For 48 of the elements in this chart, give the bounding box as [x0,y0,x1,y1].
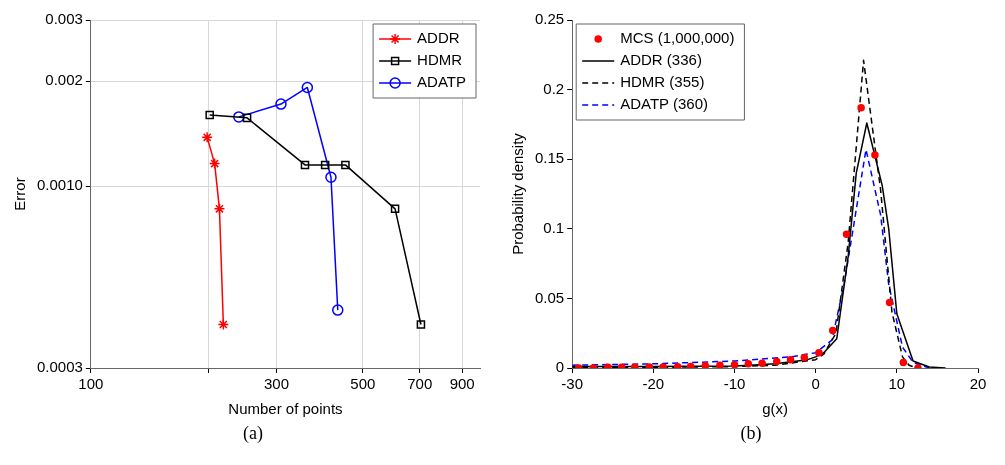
legend-label: HDMR [417,51,463,69]
y-tick-label: 0.002 [45,71,83,89]
point [786,355,795,364]
y-tick-label: 0.003 [45,10,83,28]
x-tick-label: 300 [264,375,290,393]
x-tick-label: -30 [561,375,584,393]
point [758,359,766,368]
text: (b) [740,423,762,444]
y-tick-label: 0.2 [543,79,565,97]
text: (a) [243,423,263,444]
legend-label: MCS (1,000,000) [620,29,735,47]
point [744,360,753,368]
point [899,358,908,367]
y-tick-label: 0.0010 [36,176,83,194]
x-axis-title: g(x) [762,400,789,418]
y-axis-title: Probability density [509,132,527,255]
x-tick-label: 500 [350,375,376,393]
x-tick-label: -20 [642,375,665,393]
y-tick-label: 0.15 [534,149,565,167]
legend-label: ADDR [417,29,460,47]
x-tick-label: 100 [78,375,104,393]
x-axis-title: Number of points [228,400,343,418]
point [716,361,724,368]
legend-label: ADATP (360) [620,95,709,113]
point [772,357,781,366]
y-tick-label: 0.05 [534,288,565,306]
point [828,326,837,335]
y-tick-label: 0.1 [543,218,565,236]
x-tick-label: 20 [969,375,987,393]
x-tick-label: 700 [407,375,433,393]
x-tick-label: 10 [888,375,906,393]
y-tick-label: 0.0003 [36,358,83,376]
legend-label: ADDR (336) [620,51,702,69]
point [871,151,879,159]
legend-label: ADATP [417,73,467,91]
y-tick-label: 0 [555,358,565,376]
point [815,348,823,357]
y-tick-label: 0.25 [534,10,565,28]
point [730,361,739,368]
y-axis-title: Error [11,177,29,211]
point [842,230,851,239]
x-tick-label: 900 [449,375,475,393]
point [800,353,809,362]
point [857,103,865,112]
x-tick-label: -10 [723,375,746,393]
x-tick-label: 0 [811,375,820,393]
point [885,298,894,307]
legend-label: HDMR (355) [620,73,705,91]
